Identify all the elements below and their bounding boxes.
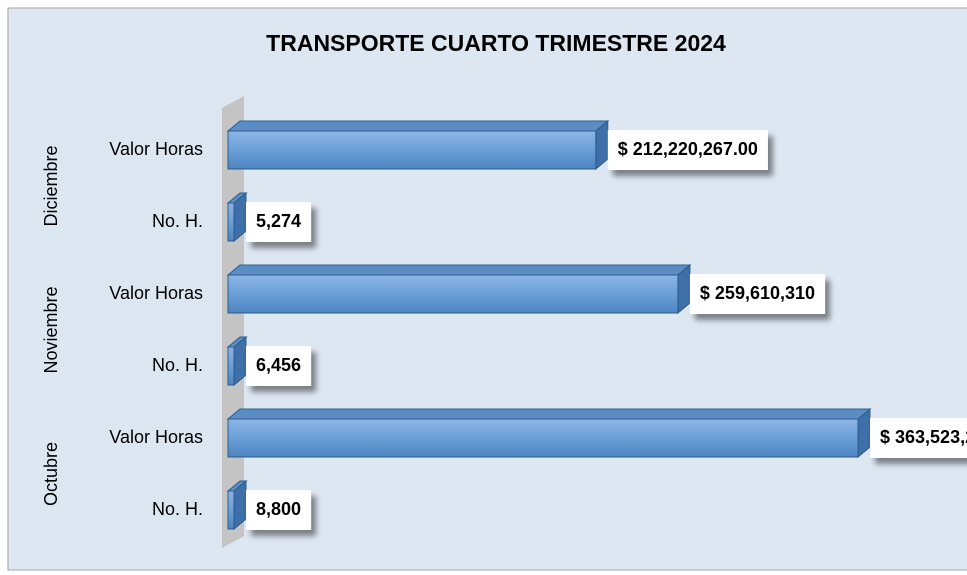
bar-top xyxy=(226,408,872,420)
bar xyxy=(227,130,597,170)
chart-title: TRANSPORTE CUARTO TRIMESTRE 2024 xyxy=(266,30,726,56)
group-label: Octubre xyxy=(41,442,61,506)
bar xyxy=(227,202,235,242)
value-label-box xyxy=(870,418,967,458)
bar xyxy=(227,346,235,386)
category-label: Valor Horas xyxy=(109,427,203,447)
value-label: 8,800 xyxy=(256,499,301,519)
value-label-box xyxy=(689,274,826,314)
bar-top xyxy=(226,120,610,132)
category-label: No. H. xyxy=(152,355,203,375)
category-label: Valor Horas xyxy=(109,139,203,159)
value-label: $ 259,610,310 xyxy=(700,283,815,303)
bar xyxy=(227,418,859,458)
value-label-box xyxy=(607,130,768,170)
category-label: No. H. xyxy=(152,499,203,519)
value-label: $ 212,220,267.00 xyxy=(618,139,758,159)
category-label: Valor Horas xyxy=(109,283,203,303)
group-label: Diciembre xyxy=(41,145,61,226)
value-label-box xyxy=(246,202,312,242)
bar-top xyxy=(226,264,692,276)
value-label-box xyxy=(246,490,312,530)
bar xyxy=(227,490,235,530)
category-label: No. H. xyxy=(152,211,203,231)
value-label: 5,274 xyxy=(256,211,301,231)
value-label: 6,456 xyxy=(256,355,301,375)
value-label: $ 363,523,260 xyxy=(880,427,967,447)
group-label: Noviembre xyxy=(41,286,61,373)
value-label-box xyxy=(246,346,312,386)
bar xyxy=(227,274,679,314)
